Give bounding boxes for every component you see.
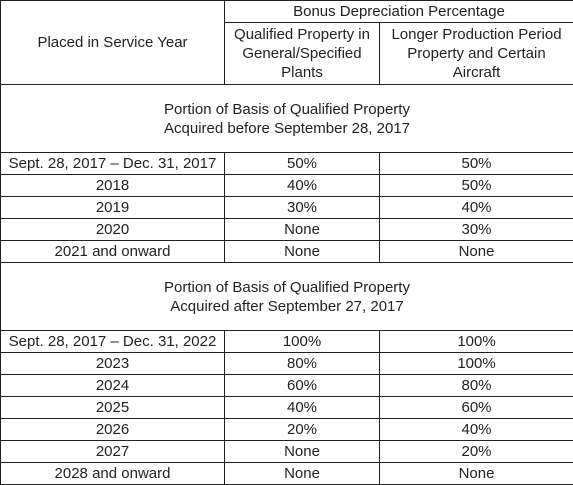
percentage-cell: 30% xyxy=(224,196,380,219)
year-cell: 2027 xyxy=(0,440,225,463)
percentage-cell: 40% xyxy=(224,174,380,197)
percentage-cell: 40% xyxy=(379,418,573,441)
year-cell: Sept. 28, 2017 – Dec. 31, 2017 xyxy=(0,152,225,175)
percentage-cell: 40% xyxy=(379,196,573,219)
data-row: 2023 80% 100% xyxy=(0,352,573,375)
year-cell: 2025 xyxy=(0,396,225,419)
year-cell: 2023 xyxy=(0,352,225,375)
data-row: 2021 and onward None None xyxy=(0,240,573,263)
percentage-cell: None xyxy=(379,462,573,485)
percentage-cell: 50% xyxy=(379,174,573,197)
data-row: 2024 60% 80% xyxy=(0,374,573,397)
percentage-cell: None xyxy=(224,462,380,485)
percentage-cell: 100% xyxy=(224,330,380,353)
year-column-header: Placed in Service Year xyxy=(0,0,225,85)
percentage-cell: 60% xyxy=(379,396,573,419)
percentage-cell: 100% xyxy=(379,352,573,375)
percentage-cell: None xyxy=(379,240,573,263)
percentage-cell: 40% xyxy=(224,396,380,419)
section-title: Portion of Basis of Qualified Property A… xyxy=(0,262,573,331)
percentage-cell: 20% xyxy=(224,418,380,441)
section-row: Portion of Basis of Qualified Property A… xyxy=(0,262,573,331)
data-row: 2027 None 20% xyxy=(0,440,573,463)
percentage-cell: 50% xyxy=(224,152,380,175)
percentage-cell: None xyxy=(224,440,380,463)
data-row: Sept. 28, 2017 – Dec. 31, 2022 100% 100% xyxy=(0,330,573,353)
year-cell: 2024 xyxy=(0,374,225,397)
year-cell: 2021 and onward xyxy=(0,240,225,263)
data-row: 2026 20% 40% xyxy=(0,418,573,441)
year-cell: 2028 and onward xyxy=(0,462,225,485)
percentage-cell: 50% xyxy=(379,152,573,175)
header-row: Qualified Property in General/Specified … xyxy=(1,22,573,85)
year-cell: 2020 xyxy=(0,218,225,241)
year-cell: 2026 xyxy=(0,418,225,441)
data-row: 2025 40% 60% xyxy=(0,396,573,419)
section-title: Portion of Basis of Qualified Property A… xyxy=(0,84,573,153)
section-row: Portion of Basis of Qualified Property A… xyxy=(0,84,573,153)
data-row: 2018 40% 50% xyxy=(0,174,573,197)
column-header: Qualified Property in General/Specified … xyxy=(224,22,380,85)
percentage-cell: 100% xyxy=(379,330,573,353)
data-row: 2019 30% 40% xyxy=(0,196,573,219)
data-row: Sept. 28, 2017 – Dec. 31, 2017 50% 50% xyxy=(0,152,573,175)
percentage-cell: 80% xyxy=(224,352,380,375)
data-row: 2020 None 30% xyxy=(0,218,573,241)
percentage-cell: 30% xyxy=(379,218,573,241)
header-row: Placed in Service Year Bonus Depreciatio… xyxy=(0,0,573,85)
data-row: 2028 and onward None None xyxy=(0,462,573,485)
year-cell: 2018 xyxy=(0,174,225,197)
year-cell: 2019 xyxy=(0,196,225,219)
percentage-cell: 60% xyxy=(224,374,380,397)
percentage-cell: 80% xyxy=(379,374,573,397)
column-header: Longer Production Period Property and Ce… xyxy=(379,22,573,85)
percentage-cell: None xyxy=(224,218,380,241)
percentage-cell: None xyxy=(224,240,380,263)
group-header: Bonus Depreciation Percentage xyxy=(224,0,573,23)
percentage-cell: 20% xyxy=(379,440,573,463)
year-cell: Sept. 28, 2017 – Dec. 31, 2022 xyxy=(0,330,225,353)
